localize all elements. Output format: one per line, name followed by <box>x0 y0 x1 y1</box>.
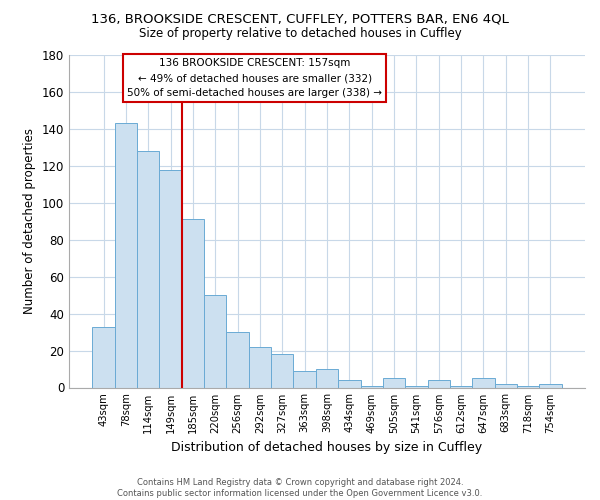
Bar <box>249 347 271 388</box>
Text: 136 BROOKSIDE CRESCENT: 157sqm
← 49% of detached houses are smaller (332)
50% of: 136 BROOKSIDE CRESCENT: 157sqm ← 49% of … <box>127 58 382 98</box>
Bar <box>293 371 316 388</box>
Bar <box>338 380 361 388</box>
Bar <box>517 386 539 388</box>
X-axis label: Distribution of detached houses by size in Cuffley: Distribution of detached houses by size … <box>172 441 482 454</box>
Text: 136, BROOKSIDE CRESCENT, CUFFLEY, POTTERS BAR, EN6 4QL: 136, BROOKSIDE CRESCENT, CUFFLEY, POTTER… <box>91 12 509 26</box>
Bar <box>472 378 494 388</box>
Bar <box>160 170 182 388</box>
Bar <box>361 386 383 388</box>
Bar <box>405 386 428 388</box>
Bar <box>494 384 517 388</box>
Text: Size of property relative to detached houses in Cuffley: Size of property relative to detached ho… <box>139 28 461 40</box>
Bar <box>271 354 293 388</box>
Bar <box>428 380 450 388</box>
Bar <box>92 326 115 388</box>
Bar <box>137 151 160 388</box>
Bar <box>539 384 562 388</box>
Bar <box>115 124 137 388</box>
Text: Contains HM Land Registry data © Crown copyright and database right 2024.
Contai: Contains HM Land Registry data © Crown c… <box>118 478 482 498</box>
Y-axis label: Number of detached properties: Number of detached properties <box>23 128 36 314</box>
Bar <box>226 332 249 388</box>
Bar <box>204 295 226 388</box>
Bar <box>182 220 204 388</box>
Bar <box>316 369 338 388</box>
Bar <box>450 386 472 388</box>
Bar <box>383 378 405 388</box>
